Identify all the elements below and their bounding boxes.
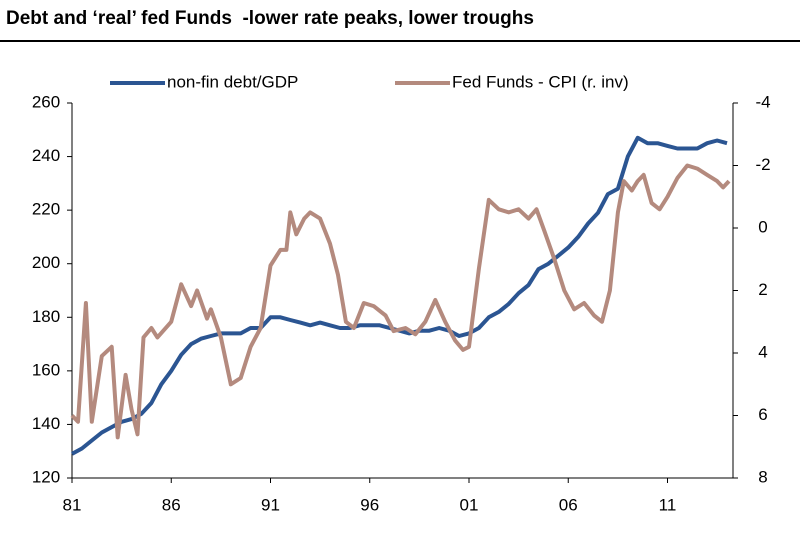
- y-tick-label: 200: [32, 253, 60, 272]
- x-tick-label: 01: [460, 495, 479, 514]
- y-tick-label: 260: [32, 92, 60, 111]
- y-tick-label: 180: [32, 307, 60, 326]
- y2-tick-label: 6: [758, 405, 767, 424]
- y-tick-label: 220: [32, 200, 60, 219]
- x-tick-label: 86: [162, 495, 181, 514]
- y-tick-label: 120: [32, 467, 60, 486]
- y-tick-label: 160: [32, 360, 60, 379]
- y-tick-label: 140: [32, 414, 60, 433]
- x-tick-label: 91: [261, 495, 280, 514]
- x-tick-label: 06: [559, 495, 578, 514]
- y2-tick-label: 8: [758, 467, 767, 486]
- y-tick-label: 240: [32, 146, 60, 165]
- y2-tick-label: 2: [758, 280, 767, 299]
- legend-label: Fed Funds - CPI (r. inv): [452, 72, 629, 91]
- y2-tick-label: 4: [758, 342, 767, 361]
- chart-title: Debt and ‘real’ fed Funds -lower rate pe…: [6, 8, 534, 29]
- y2-tick-label: -4: [755, 92, 770, 111]
- y2-tick-label: 0: [758, 217, 767, 236]
- y2-tick-label: -2: [755, 155, 770, 174]
- legend-label: non-fin debt/GDP: [167, 72, 298, 91]
- x-tick-label: 81: [63, 495, 82, 514]
- x-tick-label: 96: [360, 495, 379, 514]
- data-line: [70, 163, 731, 440]
- x-tick-label: 11: [659, 495, 677, 514]
